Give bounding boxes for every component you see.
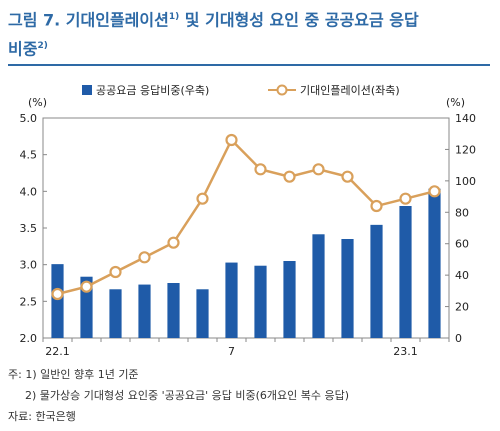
bar xyxy=(138,284,151,338)
plot-frame xyxy=(42,117,450,339)
bar xyxy=(370,224,383,338)
source-note: 자료: 한국은행 xyxy=(8,410,76,423)
footnotes: 주: 1) 일반인 향후 1년 기준 2) 물가상승 기대형성 요인중 '공공요… xyxy=(8,364,349,427)
left-axis-unit: (%) xyxy=(28,96,47,109)
bar xyxy=(196,289,209,338)
bar xyxy=(167,283,180,338)
right-tick-label: 80 xyxy=(455,206,469,219)
chart-area: 공공요금 응답비중(우축) 기대인플레이션(좌축) (%) (%) 2.0 2.5… xyxy=(20,84,477,358)
bar xyxy=(428,188,441,338)
line-point xyxy=(283,170,296,183)
x-tick-label: 7 xyxy=(228,345,235,358)
bar xyxy=(80,276,93,338)
left-tick-label: 3.0 xyxy=(20,259,38,272)
line-point xyxy=(225,133,238,147)
right-axis-unit: (%) xyxy=(446,96,465,109)
line-point xyxy=(399,192,412,205)
right-tick-label: 60 xyxy=(455,238,469,251)
x-tick-label: 22.1 xyxy=(45,345,70,358)
line-point xyxy=(167,236,180,249)
bar xyxy=(109,289,122,338)
line-point xyxy=(109,265,122,279)
right-tick-label: 20 xyxy=(455,301,469,314)
bar xyxy=(312,234,325,338)
line-point xyxy=(80,280,93,293)
right-tick-label: 100 xyxy=(455,175,476,188)
bar xyxy=(225,262,238,338)
title-footnote-2: 2) xyxy=(37,41,48,52)
left-tick-label: 5.0 xyxy=(20,112,38,125)
x-tick-label: 23.1 xyxy=(393,345,418,358)
line-point xyxy=(51,287,64,301)
chart-title: 그림 7. 기대인플레이션1) 및 기대형성 요인 중 공공요금 응답 비중2) xyxy=(8,4,488,63)
line-point xyxy=(254,163,267,176)
title-line1: 그림 7. 기대인플레이션 xyxy=(8,10,169,30)
line-point xyxy=(370,199,383,213)
title-line1-rest: 및 기대형성 요인 중 공공요금 응답 xyxy=(179,10,419,30)
line-point xyxy=(138,251,151,264)
right-tick-label: 40 xyxy=(455,269,469,282)
left-tick-label: 2.0 xyxy=(20,332,38,345)
footnote-2: 2) 물가상승 기대형성 요인중 '공공요금' 응답 비중(6개요인 복수 응답… xyxy=(25,389,350,402)
legend-line-marker xyxy=(276,84,288,96)
left-tick-label: 3.5 xyxy=(20,222,38,235)
right-tick-label: 0 xyxy=(455,332,462,345)
legend-bar-label: 공공요금 응답비중(우축) xyxy=(96,84,209,97)
footnote-1: 주: 1) 일반인 향후 1년 기준 xyxy=(8,368,139,381)
right-tick-label: 140 xyxy=(455,112,476,125)
right-tick-label: 120 xyxy=(455,143,476,156)
bar xyxy=(341,239,354,338)
legend-line-label: 기대인플레이션(좌축) xyxy=(300,84,400,97)
line-point xyxy=(428,185,441,198)
left-tick-label: 2.5 xyxy=(20,295,38,308)
line-point xyxy=(341,170,354,183)
left-tick-label: 4.0 xyxy=(20,185,38,198)
legend-bar-swatch xyxy=(82,85,92,95)
bar xyxy=(254,265,267,338)
bar xyxy=(399,206,412,338)
line-point xyxy=(196,192,209,205)
bar xyxy=(283,261,296,338)
title-footnote-1: 1) xyxy=(168,12,180,22)
title-line2: 비중 xyxy=(8,39,38,59)
bar xyxy=(51,264,64,338)
line-point xyxy=(312,163,325,176)
title-divider xyxy=(8,64,490,66)
left-tick-label: 4.5 xyxy=(20,149,38,162)
